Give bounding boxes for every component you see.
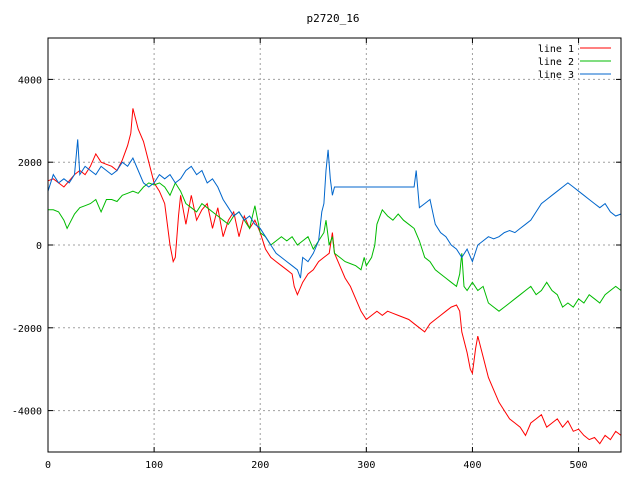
legend-label: line 3 <box>538 70 574 81</box>
tick-layer: 0 100 200 300 400 500 -4000 -2000 0 2000 4000 <box>12 38 621 471</box>
legend-label: line 2 <box>538 57 574 68</box>
x-tick-label: 200 <box>251 460 269 471</box>
series-line-1 <box>47 108 622 445</box>
y-tick-label: -2000 <box>12 324 42 335</box>
y-tick-label: 4000 <box>18 75 42 86</box>
x-tick-label: 100 <box>145 460 163 471</box>
x-tick-label: 400 <box>463 460 481 471</box>
x-tick-label: 300 <box>357 460 375 471</box>
series-line-2 <box>48 181 622 312</box>
series-line-3 <box>47 139 622 279</box>
y-tick-label: -4000 <box>12 407 42 418</box>
plot-frame <box>47 37 622 453</box>
x-tick-label: 500 <box>570 460 588 471</box>
legend-label: line 1 <box>538 44 574 55</box>
series-layer <box>47 108 622 445</box>
legend: line 1 line 2 line 3 <box>538 44 611 81</box>
grid-layer <box>48 38 621 452</box>
y-tick-label: 0 <box>36 241 42 252</box>
x-tick-label: 0 <box>45 460 51 471</box>
y-tick-label: 2000 <box>18 158 42 169</box>
chart-title: p2720_16 <box>307 12 360 25</box>
